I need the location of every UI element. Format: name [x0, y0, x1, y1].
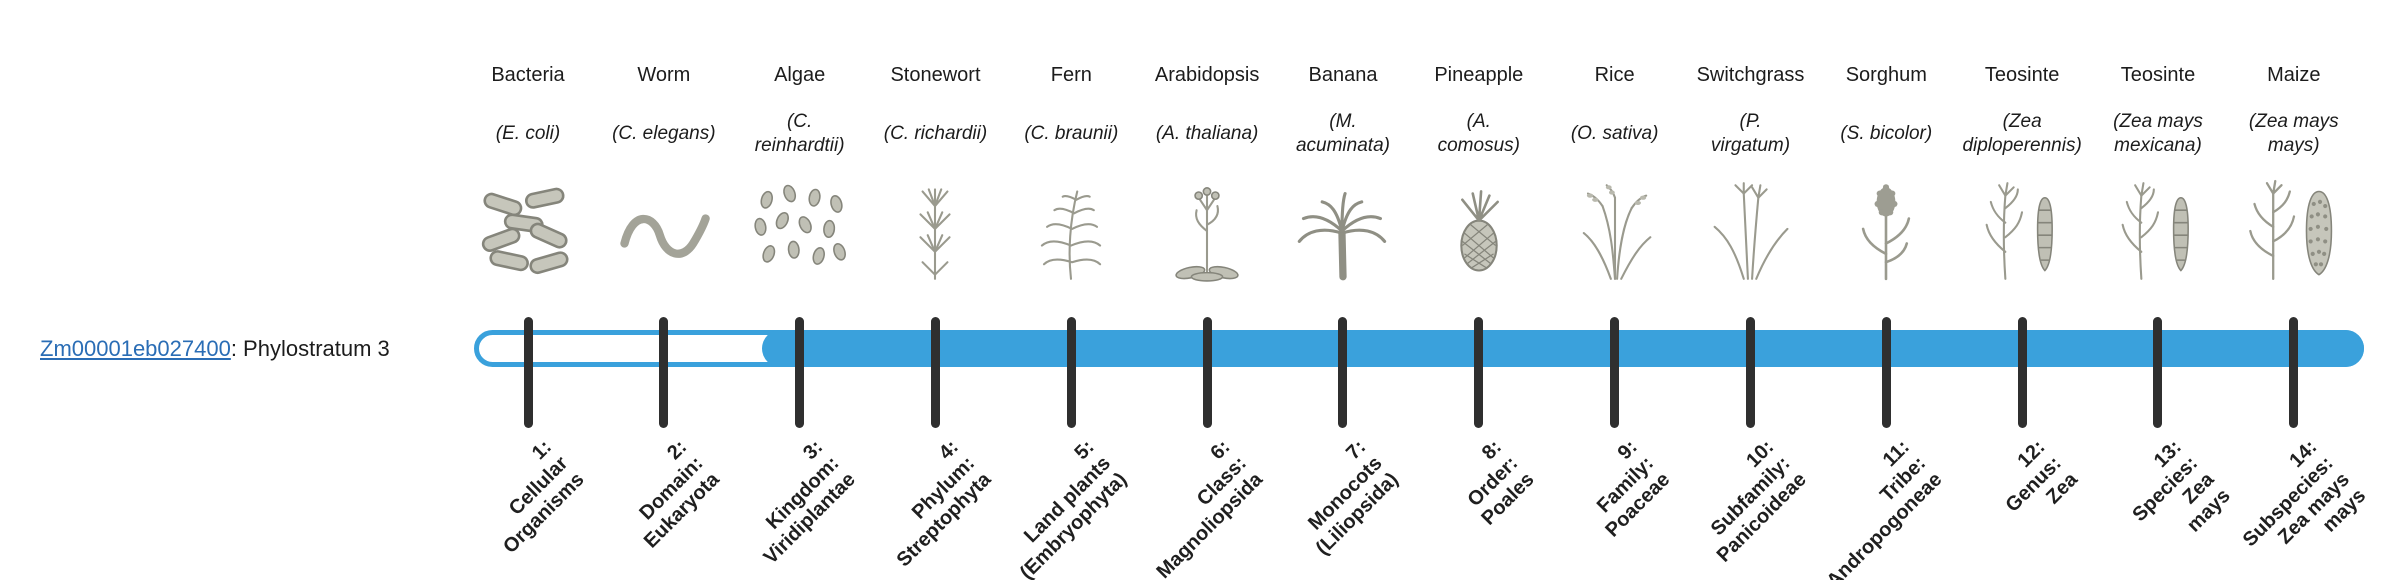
organism-common-name: Banana — [1308, 64, 1378, 86]
organism-common-name: Pineapple — [1434, 64, 1524, 86]
organism-scientific-name: (O. sativa) — [1570, 123, 1659, 144]
gene-id-link[interactable]: Zm00001eb027400 — [40, 336, 231, 361]
switchgrass-icon — [1693, 172, 1807, 286]
teosinte-icon — [2101, 172, 2215, 286]
maize-icon — [2237, 172, 2351, 286]
organism-scientific-name: (E. coli) — [495, 123, 561, 144]
fern-icon — [1014, 172, 1128, 286]
organism-scientific-name: (M. acuminata) — [1295, 111, 1390, 156]
organism-common-name: Worm — [637, 64, 691, 86]
organism-common-name: Algae — [774, 64, 826, 86]
organism-scientific-name: (C. braunii) — [1024, 123, 1119, 144]
organism-common-name: Bacteria — [491, 64, 565, 86]
stratum-tick — [2153, 317, 2163, 428]
stratum-stage-label: 5: Land plants (Embryophyta) — [1016, 436, 1132, 580]
organism-common-name: Teosinte — [2120, 64, 2196, 86]
stratum-tick — [1474, 317, 1484, 428]
stonewort-icon — [878, 172, 992, 286]
stratum-stage-label: 1: Cellular Organisms — [498, 436, 589, 558]
arabidopsis-icon — [1150, 172, 1264, 286]
stratum-stage-label: 12: Genus: Zea — [2001, 436, 2083, 517]
organism-scientific-name: (C. elegans) — [612, 123, 716, 144]
stratum-tick — [795, 317, 805, 428]
organism-scientific-name: (C. richardii) — [883, 123, 988, 144]
stratum-tick — [930, 317, 940, 428]
stratum-tick — [1745, 317, 1755, 428]
organism-common-name: Arabidopsis — [1154, 64, 1260, 86]
teosinte-icon — [1965, 172, 2079, 286]
organism-scientific-name: (A. comosus) — [1437, 111, 1520, 156]
pineapple-icon — [1422, 172, 1536, 286]
organism-scientific-name: (S. bicolor) — [1840, 123, 1933, 144]
organism-common-name: Switchgrass — [1696, 64, 1805, 86]
stratum-tick — [1066, 317, 1076, 428]
sorghum-icon — [1829, 172, 1943, 286]
algae-icon — [743, 172, 857, 286]
stratum-stage-label: 2: Domain: Eukaryota — [635, 436, 724, 553]
banana-icon — [1286, 172, 1400, 286]
organism-common-name: Sorghum — [1845, 64, 1927, 86]
stratum-stage-label: 11: Tribe: Andropogoneae — [1822, 436, 1947, 580]
stratum-stage-label: 14: Subspecies: Zea mays mays — [2238, 436, 2371, 552]
gene-label: Zm00001eb027400: Phylostratum 3 — [40, 336, 390, 362]
stratum-tick — [2017, 317, 2027, 428]
stratum-tick — [1610, 317, 1620, 428]
stratum-stage-label: 3: Kingdom: Viridiplantae — [759, 436, 860, 569]
timeline-bar-filled — [761, 330, 2364, 367]
organism-common-name: Teosinte — [1984, 64, 2060, 86]
stratum-tick — [659, 317, 669, 428]
rice-icon — [1558, 172, 1672, 286]
organism-scientific-name: (Zea mays mays) — [2248, 111, 2339, 156]
stratum-stage-label: 7: Monocots (Liliopsida) — [1304, 436, 1404, 560]
organism-common-name: Fern — [1050, 64, 1092, 86]
gene-phylostratum-text: : Phylostratum 3 — [230, 336, 390, 361]
stratum-stage-label: 10: Subfamily: Panicoideae — [1706, 436, 1811, 567]
organism-scientific-name: (Zea diploperennis) — [1962, 111, 2082, 156]
organism-common-name: Maize — [2267, 64, 2321, 86]
organism-scientific-name: (A. thaliana) — [1155, 123, 1259, 144]
organism-scientific-name: (Zea mays mexicana) — [2113, 111, 2203, 156]
stratum-tick — [2289, 317, 2299, 428]
stratum-stage-label: 4: Phylum: Streptophyta — [892, 436, 996, 572]
stratum-stage-label: 9: Family: Poaceae — [1593, 436, 1675, 542]
stratum-tick — [1881, 317, 1891, 428]
organism-scientific-name: (P. virgatum) — [1710, 111, 1791, 156]
stratum-tick — [1202, 317, 1212, 428]
organism-common-name: Stonewort — [890, 64, 981, 86]
stratum-stage-label: 6: Class: Magnoliopsida — [1152, 436, 1268, 580]
organism-common-name: Rice — [1594, 64, 1635, 86]
worm-icon — [607, 172, 721, 286]
bacteria-icon — [471, 172, 585, 286]
stratum-tick — [1338, 317, 1348, 428]
stratum-stage-label: 8: Order: Poales — [1463, 436, 1539, 530]
stratum-tick — [523, 317, 533, 428]
organism-scientific-name: (C. reinhardtii) — [754, 111, 845, 156]
stratum-stage-label: 13: Species: Zea mays — [2128, 436, 2235, 537]
